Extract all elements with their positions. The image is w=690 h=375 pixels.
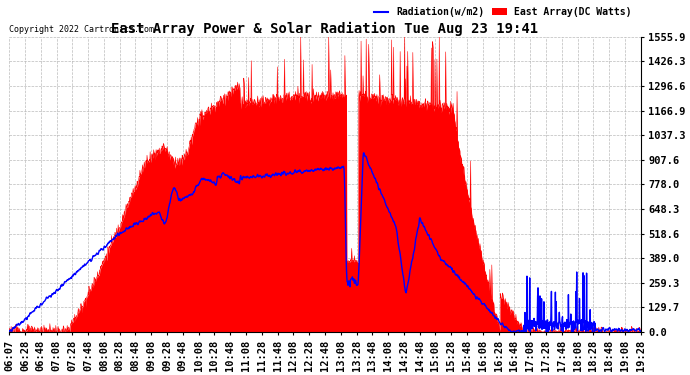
Text: Copyright 2022 Cartronics.com: Copyright 2022 Cartronics.com: [9, 25, 154, 34]
Legend: Radiation(w/m2), East Array(DC Watts): Radiation(w/m2), East Array(DC Watts): [370, 3, 635, 21]
Title: East Array Power & Solar Radiation Tue Aug 23 19:41: East Array Power & Solar Radiation Tue A…: [111, 21, 538, 36]
